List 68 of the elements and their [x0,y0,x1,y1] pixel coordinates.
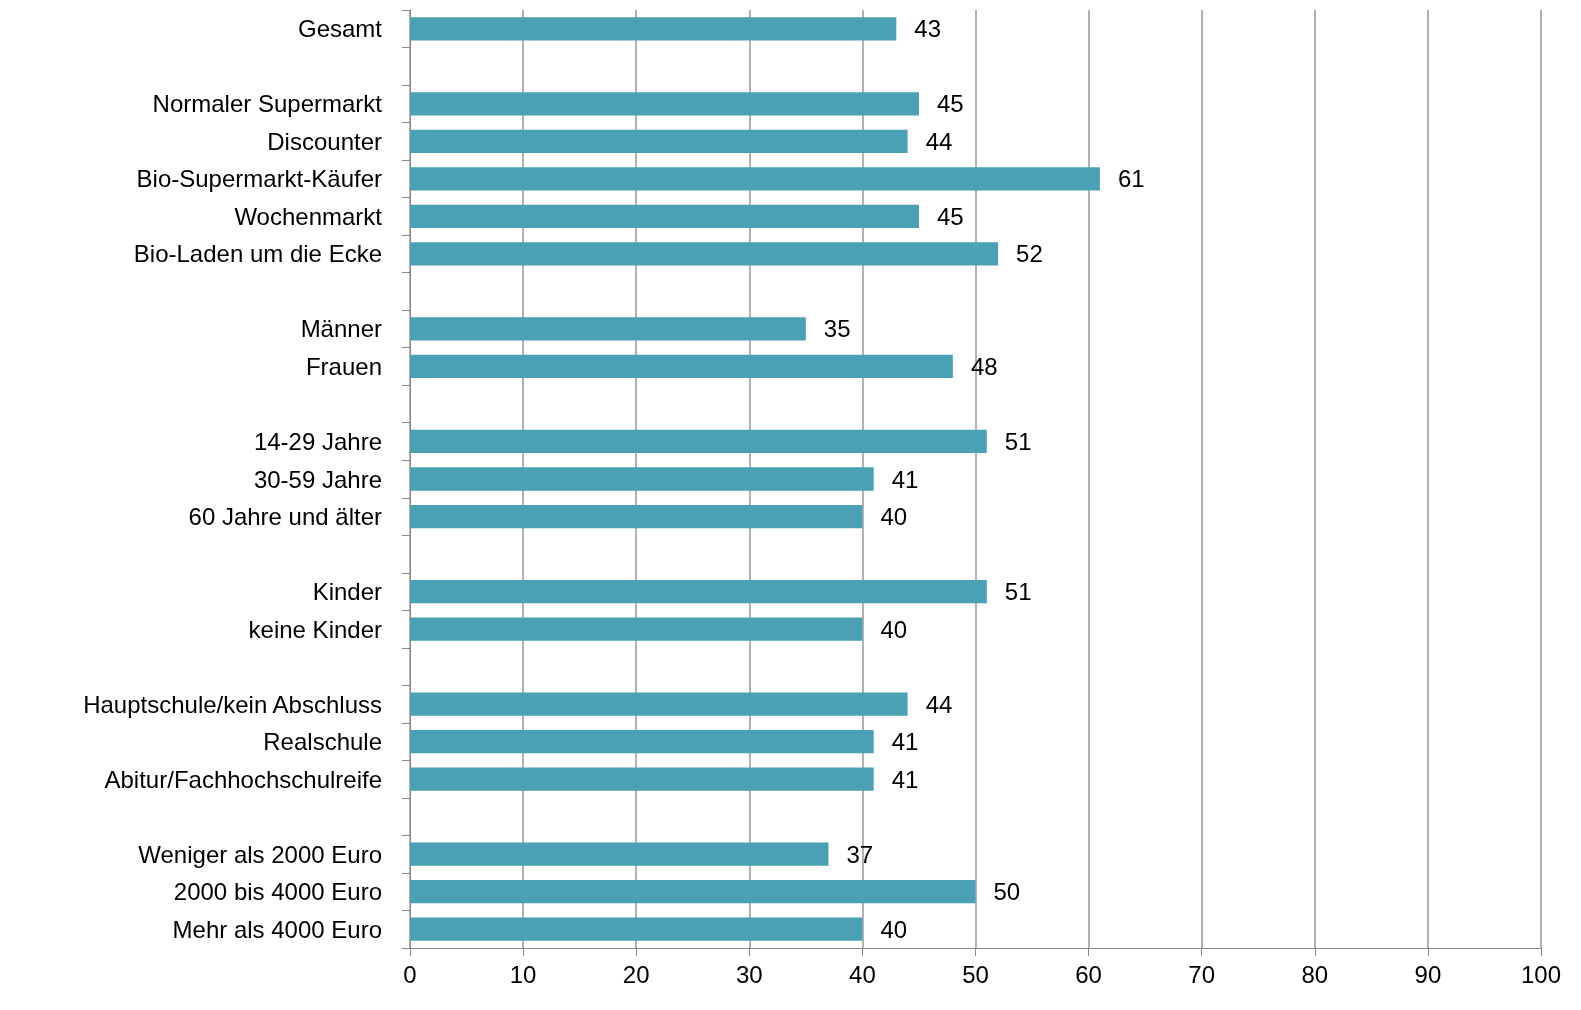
x-tick-label: 60 [1075,960,1102,988]
bar [410,692,908,716]
bar [410,767,874,791]
x-tick-label: 50 [962,960,989,988]
y-tick-label: Discounter [267,127,382,155]
data-label: 51 [1004,427,1032,455]
y-tick-label: keine Kinder [248,615,382,643]
data-label: 50 [993,878,1021,906]
bar [410,204,919,228]
y-tick-label: Normaler Supermarkt [152,90,383,118]
data-label: 45 [936,202,964,230]
bar [410,17,897,41]
data-label: 61 [1117,165,1145,193]
data-label: 40 [880,915,908,943]
data-label: 43 [914,15,942,43]
y-tick-label: Hauptschule/kein Abschluss [83,690,382,718]
y-tick-label: Realschule [263,728,382,756]
y-tick-label: Männer [300,315,383,343]
y-tick-label: 30-59 Jahre [253,465,382,493]
data-label: 44 [925,127,953,155]
y-tick-label: Bio-Supermarkt-Käufer [136,165,382,193]
data-label: 41 [891,728,919,756]
bar [410,730,874,754]
y-tick-label: 2000 bis 4000 Euro [173,878,382,906]
y-tick-label: Abitur/Fachhochschulreife [104,765,382,793]
bar [410,129,908,153]
y-tick-label: Kinder [312,578,383,606]
x-tick-label: 40 [849,960,876,988]
bar [410,92,919,116]
bar [410,354,953,379]
data-label: 41 [891,765,919,793]
y-tick-label: Mehr als 4000 Euro [172,915,382,943]
x-tick-label: 10 [509,960,537,988]
y-tick-label: Bio-Laden um die Ecke [133,240,382,268]
bar [410,429,987,454]
x-tick-label: 20 [622,960,650,988]
x-tick-label: 0 [403,960,417,988]
x-tick-label: 90 [1414,960,1442,988]
bar [410,242,999,266]
data-label: 48 [970,352,998,380]
bar [410,617,863,641]
x-tick-label: 80 [1301,960,1329,988]
y-tick-label: 14-29 Jahre [253,427,382,455]
data-label: 37 [846,840,874,868]
y-tick-label: Wochenmarkt [234,202,383,230]
data-label: 40 [880,503,908,531]
x-tick-label: 100 [1520,960,1562,988]
y-tick-label: Gesamt [297,15,383,43]
data-label: 35 [823,315,851,343]
bar [410,467,874,491]
bar [410,167,1100,191]
bar [410,880,976,904]
data-label: 41 [891,465,919,493]
data-label: 51 [1004,578,1032,606]
bar [410,842,829,866]
data-label: 52 [1016,240,1043,268]
data-label: 44 [925,690,953,718]
data-label: 45 [936,90,964,118]
y-tick-label: Frauen [305,352,382,380]
bar [410,917,863,941]
y-tick-label: Weniger als 2000 Euro [138,840,382,868]
bar [410,504,863,529]
data-label: 40 [880,615,908,643]
x-tick-label: 30 [735,960,763,988]
bar [410,579,987,604]
bar [410,317,806,341]
x-tick-label: 70 [1188,960,1216,988]
y-tick-label: 60 Jahre und älter [188,503,382,531]
